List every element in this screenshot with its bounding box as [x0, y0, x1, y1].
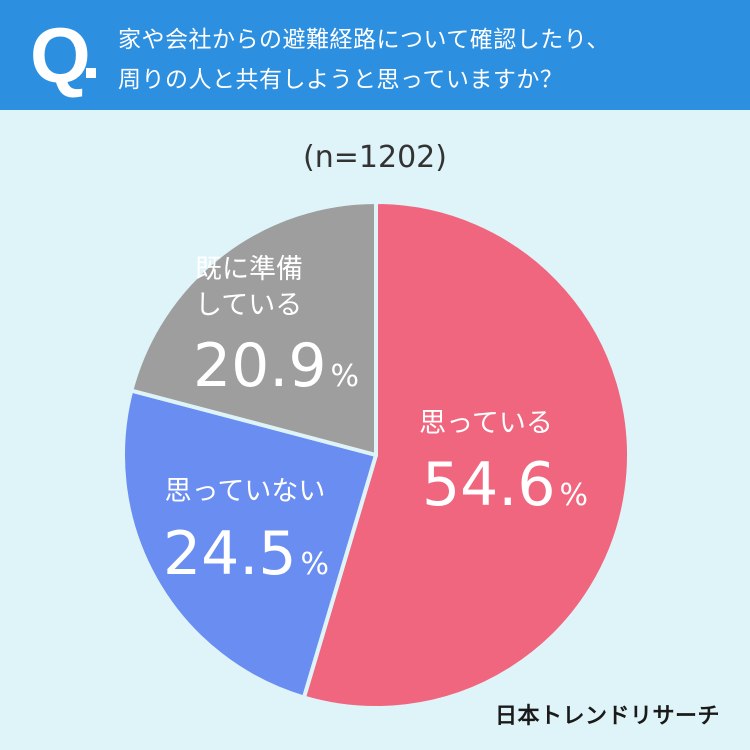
sample-size: (n=1202) [303, 140, 447, 175]
slice-value-no: 24.5% [163, 519, 329, 589]
slice-label-no: 思っていない [165, 476, 326, 507]
slice-value-no-unit: % [301, 547, 330, 582]
slice-label-prepared-line-1: 既に準備 [195, 254, 303, 285]
pie-slice-yes [301, 200, 631, 710]
slice-value-yes-unit: % [560, 478, 589, 513]
slice-value-yes: 54.6% [422, 450, 588, 520]
slice-value-yes-number: 54.6 [422, 450, 556, 520]
slice-value-no-number: 24.5 [163, 519, 297, 589]
question-text-line-2: 周りの人と共有しようと思っていますか？ [118, 67, 564, 93]
question-header: Q 家や会社からの避難経路について確認したり、 周りの人と共有しようと思っていま… [0, 0, 750, 110]
slice-label-yes: 思っている [419, 408, 553, 439]
brand-logo-text: 日本トレンドリサーチ [494, 704, 720, 729]
slice-label-prepared-line-2: している [195, 290, 302, 321]
pie-slice-prepared [129, 200, 378, 457]
slice-value-prepared-unit: % [331, 359, 360, 394]
question-mark-dot [86, 68, 96, 78]
slice-value-prepared: 20.9% [193, 331, 359, 401]
question-text-line-1: 家や会社からの避難経路について確認したり、 [118, 27, 610, 53]
question-mark: Q [30, 11, 91, 99]
pie-slice-no [121, 388, 378, 700]
slice-value-prepared-number: 20.9 [193, 331, 327, 401]
